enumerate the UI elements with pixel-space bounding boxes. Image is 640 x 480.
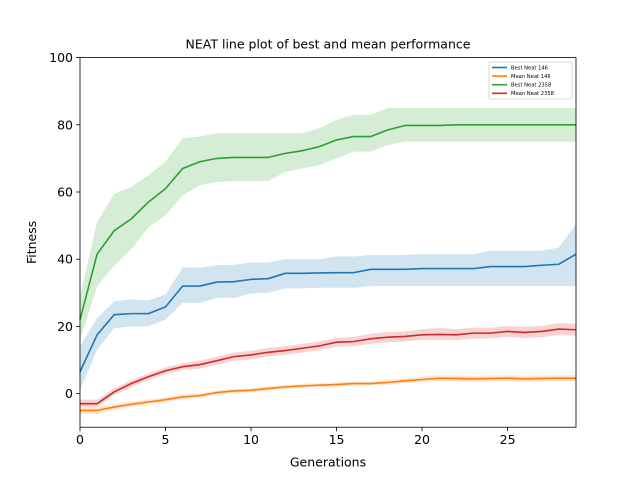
y-tick-label: 100 <box>49 50 73 65</box>
x-tick-label: 15 <box>329 432 345 447</box>
x-tick-label: 0 <box>76 432 84 447</box>
plot-frame <box>79 57 577 428</box>
band-series-3 <box>80 323 576 408</box>
x-tick-label: 20 <box>414 432 430 447</box>
x-tick-label: 10 <box>243 432 259 447</box>
band-series-2 <box>80 108 576 340</box>
line-series-1 <box>80 377 576 412</box>
line-series-0 <box>79 253 577 373</box>
line-series-3 <box>80 328 577 405</box>
y-axis: 0 20 40 60 80 100 <box>49 50 80 401</box>
band-series-0 <box>80 223 576 391</box>
legend-box <box>488 61 573 100</box>
y-tick-label: 60 <box>57 185 73 200</box>
legend-entry: Mean Neat 146 <box>511 74 551 80</box>
legend: Best Neat 146 Mean Neat 146 Best Neat 2358… <box>488 61 573 100</box>
legend-entry: Best Neat 146 <box>511 65 548 71</box>
line-series-2 <box>79 124 576 320</box>
band-series-1 <box>80 375 576 414</box>
series-lines <box>79 124 577 412</box>
legend-entry: Best Neat 2358 <box>511 83 551 89</box>
legend-entry: Mean Neat 2358 <box>511 91 554 97</box>
y-tick-label: 20 <box>57 319 73 334</box>
confidence-bands <box>80 108 576 414</box>
x-tick-label: 25 <box>500 432 516 447</box>
chart-title: NEAT line plot of best and mean performa… <box>186 37 471 52</box>
y-tick-label: 0 <box>65 386 73 401</box>
y-tick-label: 40 <box>57 252 73 267</box>
x-axis-label: Generations <box>290 455 366 470</box>
y-axis-label: Fitness <box>24 221 39 264</box>
x-tick-label: 5 <box>162 432 170 447</box>
y-tick-label: 80 <box>57 117 73 132</box>
x-axis: 0 5 10 15 20 25 <box>76 427 516 447</box>
